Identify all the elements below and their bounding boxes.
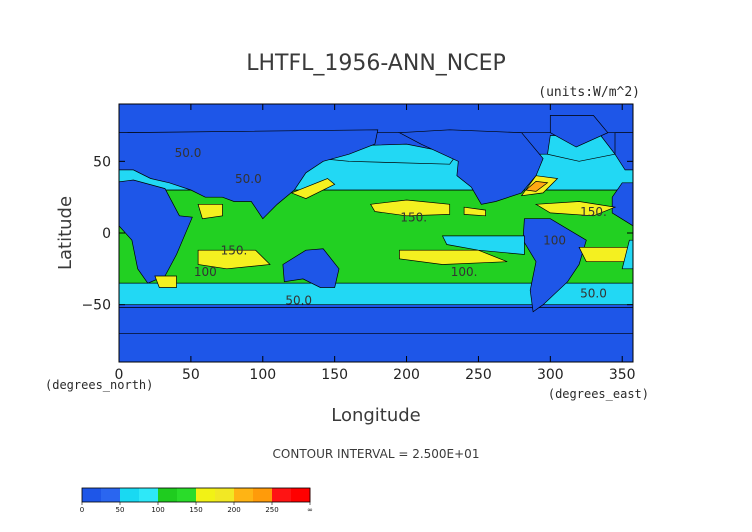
- region-caribbean: [534, 201, 617, 217]
- field-regions: [119, 104, 633, 362]
- region-s-america: [522, 218, 587, 313]
- contour-label: 100: [543, 234, 566, 248]
- x-tick-label: 50: [182, 367, 200, 383]
- x-axis: 0 50 100 150 200 250 300 350: [115, 104, 636, 383]
- x-tick-label: 100: [249, 367, 276, 383]
- region-n-america: [398, 129, 544, 205]
- region-eurasia: [119, 129, 379, 220]
- x-axis-label: Longitude: [331, 405, 421, 426]
- x-tick-label: 200: [393, 367, 420, 383]
- contour-labels: 50.0 50.0 150. 150. 100 150. 100 100. 50.0 50.0: [175, 146, 607, 308]
- colorbar-tick-label: 250: [265, 506, 278, 514]
- region-australia: [282, 248, 340, 288]
- region-n-pacific-tw-e: [463, 206, 486, 217]
- region-s-subtropics: [119, 282, 633, 306]
- contour-label: 150.: [400, 211, 427, 225]
- region-antarctica: [119, 332, 633, 362]
- region-africa: [119, 179, 193, 284]
- y-unit-label: (degrees_north): [45, 378, 153, 392]
- y-axis: 50 0 −50: [81, 154, 633, 314]
- colorbar-bin: [253, 488, 273, 502]
- region-greenland: [549, 115, 609, 148]
- chart-title: LHTFL_1956-ANN_NCEP: [246, 51, 506, 76]
- colorbar-tick-label: 200: [227, 506, 240, 514]
- region-s-atlantic-tw: [578, 246, 630, 263]
- contour-interval-note: CONTOUR INTERVAL = 2.500E+01: [273, 447, 480, 461]
- colorbar-bin: [82, 488, 102, 502]
- region-s-indian-tw: [197, 249, 271, 270]
- contour-label: 150.: [580, 205, 607, 219]
- region-w-africa-upwelling: [621, 239, 633, 270]
- region-gulf-stream-core: [525, 181, 549, 192]
- colorbar-bin: [158, 488, 178, 502]
- colorbar-bin: [196, 488, 216, 502]
- y-tick-label: 50: [93, 154, 111, 170]
- colorbar-bin: [120, 488, 140, 502]
- plot-area: 50.0 50.0 150. 150. 100 150. 100 100. 50.0 50.0: [119, 104, 633, 362]
- region-africa-westpart: [611, 182, 633, 227]
- units-label: (units:W/m^2): [538, 85, 640, 100]
- y-tick-label: 0: [102, 226, 111, 242]
- x-tick-label: 300: [537, 367, 564, 383]
- y-tick-label: −50: [81, 298, 111, 314]
- region-arctic-lowflux: [119, 104, 633, 134]
- colorbar-bin: [101, 488, 121, 502]
- contour-label: 100: [194, 265, 217, 279]
- colorbar-bin: [272, 488, 292, 502]
- x-tick-label: 250: [465, 367, 492, 383]
- region-arabian-sea: [197, 203, 223, 220]
- x-tick-label: 0: [115, 367, 124, 383]
- contour-label: 50.0: [175, 146, 202, 160]
- contour-label: 50.0: [285, 294, 312, 308]
- colorbar: 0 50 100 150 200 250 ∞: [80, 487, 313, 514]
- colorbar-bin: [139, 488, 159, 502]
- colorbar-tick-label: ∞: [307, 506, 313, 514]
- x-unit-label: (degrees_east): [548, 387, 649, 401]
- colorbar-bin: [234, 488, 254, 502]
- y-axis-label: Latitude: [55, 196, 76, 270]
- contour-label: 50.0: [580, 287, 607, 301]
- contour-label: 100.: [451, 265, 478, 279]
- contour-label: 50.0: [235, 172, 262, 186]
- x-tick-label: 350: [609, 367, 636, 383]
- colorbar-tick-label: 150: [189, 506, 202, 514]
- region-e-pacific-cold-tongue: [441, 235, 525, 255]
- colorbar-tick-label: 100: [151, 506, 164, 514]
- region-kuroshio: [290, 178, 336, 199]
- colorbar-bin: [177, 488, 197, 502]
- region-s-pacific-tw: [399, 249, 508, 265]
- colorbar-bin: [291, 488, 311, 502]
- region-eurasia-west: [614, 132, 633, 171]
- contour-label: 150.: [221, 244, 248, 258]
- colorbar-bin: [215, 488, 235, 502]
- colorbar-tick-label: 50: [116, 506, 125, 514]
- x-tick-label: 150: [321, 367, 348, 383]
- colorbar-tick-label: 0: [80, 506, 84, 514]
- region-agulhas: [154, 275, 177, 288]
- region-n-pacific-tw: [370, 199, 451, 217]
